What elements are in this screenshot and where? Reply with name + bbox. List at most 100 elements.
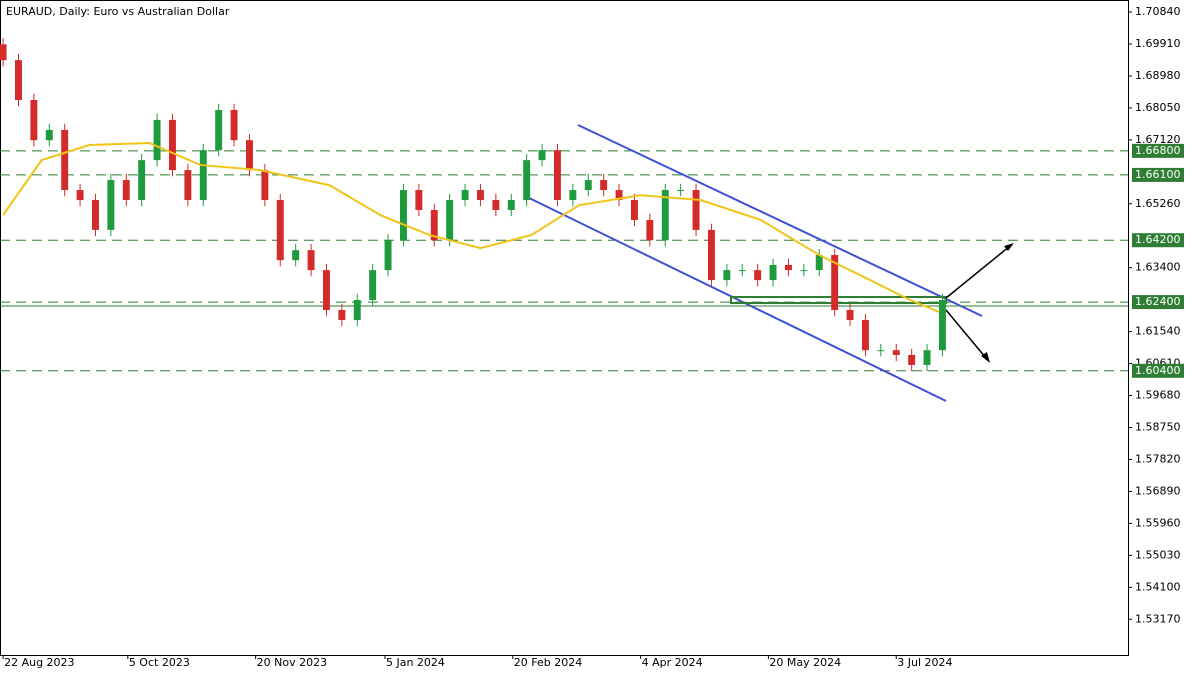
y-tick-label: 1.68980 — [1135, 69, 1181, 82]
candle-body — [646, 219, 654, 241]
moving-average — [2, 141, 940, 313]
candle-body — [230, 109, 238, 141]
candle-body — [507, 200, 515, 210]
y-tick-label: 1.63400 — [1135, 261, 1181, 274]
candle-body — [523, 160, 531, 201]
y-tick-label: 1.65260 — [1135, 197, 1181, 210]
candle-body — [399, 190, 407, 241]
arrow-up — [945, 245, 1011, 299]
candle-body — [492, 200, 500, 210]
y-tick-label: 1.54100 — [1135, 580, 1181, 593]
candle-body — [169, 119, 176, 171]
y-tick-label: 1.56890 — [1135, 484, 1181, 497]
candle-body — [661, 190, 669, 241]
candle-body — [908, 354, 916, 365]
candle-body — [292, 250, 300, 261]
x-tick-label: 5 Oct 2023 — [129, 656, 190, 669]
level-label: 1.62400 — [1135, 295, 1181, 308]
arrow-head — [1004, 243, 1014, 251]
level-label-box — [1132, 233, 1184, 248]
level-label-box — [1132, 143, 1184, 158]
level-label-box — [1132, 167, 1184, 182]
candle-body — [215, 109, 223, 151]
x-tick-label: 20 May 2024 — [769, 656, 841, 669]
y-tick-label: 1.58750 — [1135, 421, 1181, 434]
level-label-box — [1132, 363, 1184, 378]
candle-body — [138, 160, 146, 201]
arrow-head — [981, 352, 990, 363]
candle-body — [800, 270, 808, 272]
candle-body — [153, 119, 161, 161]
candle-body — [415, 190, 423, 210]
candle-body — [430, 209, 438, 241]
candle-body — [738, 270, 746, 272]
channel-lower — [526, 196, 947, 402]
y-tick-label: 1.67120 — [1135, 133, 1181, 146]
candle-body — [369, 270, 377, 301]
level-label: 1.66100 — [1135, 168, 1181, 181]
background-layer — [0, 150, 1128, 372]
candle-body — [938, 300, 946, 351]
candle-body — [15, 60, 22, 101]
y-tick-label: 1.61540 — [1135, 325, 1181, 338]
y-tick-label: 1.69910 — [1135, 37, 1181, 50]
candle-body — [692, 190, 700, 230]
arrow-down — [945, 309, 987, 359]
channel-upper — [577, 124, 983, 317]
candle-body — [600, 180, 608, 191]
candle-body — [246, 140, 253, 171]
chart-title: EURAUD, Daily: Euro vs Australian Dollar — [6, 5, 230, 18]
candle-body — [30, 100, 38, 141]
candle-body — [76, 190, 84, 201]
x-tick-label: 5 Jan 2024 — [386, 656, 445, 669]
candle-body — [831, 254, 839, 310]
candle-body — [107, 180, 115, 230]
candle-body — [861, 319, 869, 351]
level-label: 1.64200 — [1135, 233, 1181, 246]
level-label: 1.66800 — [1135, 144, 1181, 157]
candle-body — [846, 309, 854, 320]
zone-box — [730, 296, 947, 304]
y-tick-label: 1.68050 — [1135, 101, 1181, 114]
candle-body — [707, 229, 715, 281]
candle-body — [584, 180, 592, 191]
candle-body — [569, 190, 577, 201]
candle-body — [461, 190, 469, 201]
y-tick-label: 1.57820 — [1135, 452, 1181, 465]
candle-body — [538, 150, 546, 161]
candle-body — [553, 150, 561, 201]
y-tick-label: 1.59680 — [1135, 389, 1181, 402]
candle-body — [754, 270, 762, 281]
candle-body — [877, 350, 885, 352]
candle-body — [92, 200, 99, 230]
x-tick-label: 3 Jul 2024 — [897, 656, 952, 669]
y-tick-label: 1.70840 — [1135, 5, 1181, 18]
candle-body — [0, 44, 7, 61]
plot-frame — [0, 0, 1129, 656]
level-label: 1.60400 — [1135, 364, 1181, 377]
candle-body — [630, 200, 638, 220]
candle-body — [923, 350, 931, 365]
candle-body — [615, 190, 623, 201]
candle-body — [61, 129, 69, 191]
x-tick-label: 20 Feb 2024 — [514, 656, 582, 669]
candle-body — [723, 270, 731, 281]
y-tick-label: 1.55960 — [1135, 516, 1181, 529]
candle-body — [892, 350, 900, 355]
candle-body — [199, 150, 207, 201]
y-tick-label: 1.55030 — [1135, 548, 1181, 561]
candle-body — [45, 129, 53, 141]
candle-body — [122, 180, 130, 201]
candle-body — [815, 254, 823, 271]
candle-body — [338, 309, 346, 320]
candle-body — [353, 300, 361, 320]
candle-body — [476, 190, 484, 201]
x-tick-label: 4 Apr 2024 — [642, 656, 703, 669]
candle-body — [323, 270, 330, 310]
candle-body — [307, 250, 315, 271]
candle-body — [446, 200, 454, 241]
x-tick-label: 20 Nov 2023 — [257, 656, 327, 669]
candle-body — [261, 170, 269, 201]
candle-body — [677, 190, 685, 192]
